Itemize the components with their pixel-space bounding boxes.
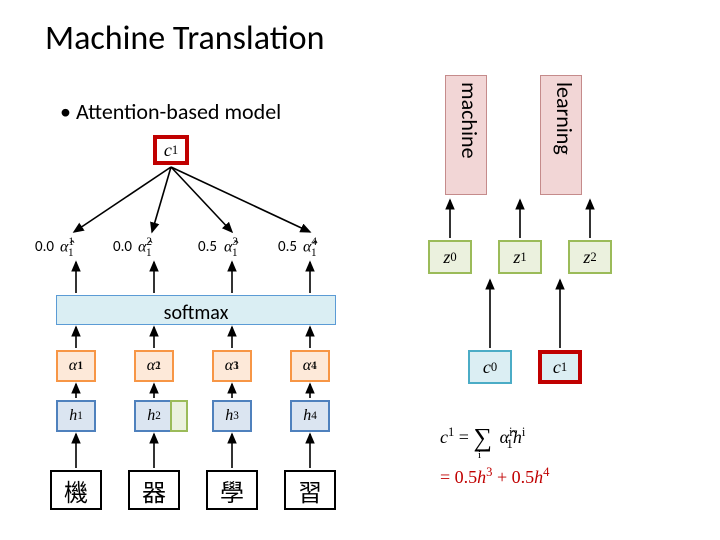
alpha-hat-1: α̂21: [138, 236, 152, 259]
attention-weight-1: 0.0: [113, 238, 132, 256]
output-bar-label-0: machine: [456, 82, 483, 159]
attention-weight-3: 0.5: [278, 238, 297, 256]
z-box-1: z1: [498, 240, 542, 274]
alpha-box-0: α11: [56, 350, 96, 382]
z-box-2: z2: [568, 240, 612, 274]
input-token-1: 器: [128, 470, 180, 510]
alpha-box-3: α41: [290, 350, 330, 382]
slide-title: Machine Translation: [45, 18, 324, 59]
context-c1-box: c1: [153, 135, 189, 165]
z-box-0: z0: [428, 240, 472, 274]
attention-weight-2: 0.5: [198, 238, 217, 256]
equation-context-sum: c1 = ∑i α̂i1hi: [440, 420, 525, 452]
h-box-2: h3: [212, 400, 252, 432]
z-empty-box: [170, 400, 188, 432]
h-box-0: h1: [56, 400, 96, 432]
equation-context-expanded: = 0.5h3 + 0.5h4: [440, 465, 549, 488]
bullet-text: Attention-based model: [60, 98, 281, 125]
h-box-1: h2: [134, 400, 174, 432]
attention-weight-0: 0.0: [35, 238, 54, 256]
input-token-2: 學: [206, 470, 258, 510]
alpha-box-1: α21: [134, 350, 174, 382]
output-bar-label-1: learning: [551, 82, 578, 155]
softmax-box: softmax: [56, 295, 336, 325]
alpha-hat-0: α̂11: [60, 236, 74, 259]
input-token-3: 習: [284, 470, 336, 510]
arrows-layer: [0, 0, 720, 540]
c-box-0: c0: [468, 350, 512, 384]
alpha-hat-3: α̂41: [303, 236, 317, 259]
c-box-1: c1: [538, 350, 582, 384]
alpha-box-2: α31: [212, 350, 252, 382]
h-box-3: h4: [290, 400, 330, 432]
alpha-hat-2: α̂31: [224, 236, 238, 259]
input-token-0: 機: [50, 470, 102, 510]
